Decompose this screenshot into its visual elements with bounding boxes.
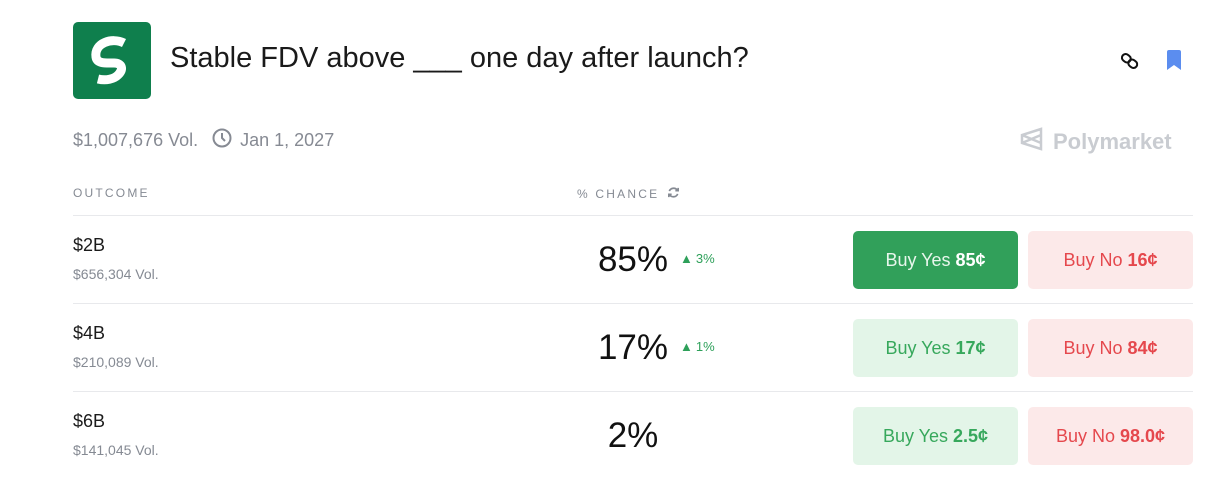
- total-volume: $1,007,676 Vol.: [73, 130, 199, 150]
- outcome-name: $2B: [73, 235, 106, 255]
- triangle-up-icon: ▲: [680, 339, 693, 354]
- polymarket-brand: Polymarket: [1019, 126, 1172, 158]
- bookmark-icon[interactable]: [1166, 50, 1182, 75]
- market-logo: [73, 22, 151, 99]
- outcome-volume: $656,304 Vol.: [73, 266, 159, 282]
- outcome-name: $6B: [73, 411, 106, 431]
- outcome-volume: $141,045 Vol.: [73, 442, 159, 458]
- divider: [73, 303, 1193, 304]
- outcome-volume: $210,089 Vol.: [73, 354, 159, 370]
- outcome-name: $4B: [73, 323, 106, 343]
- divider: [73, 215, 1193, 216]
- buy-yes-button[interactable]: Buy Yes 85¢: [853, 231, 1018, 289]
- table-row: $2B $656,304 Vol. 85% ▲ 3% Buy Yes 85¢ Buy…: [73, 215, 1193, 303]
- triangle-up-icon: ▲: [680, 251, 693, 266]
- buy-yes-button[interactable]: Buy Yes 2.5¢: [853, 407, 1018, 465]
- table-row: $6B $141,045 Vol. 2% Buy Yes 2.5¢ Buy No 9…: [73, 391, 1193, 479]
- divider: [73, 391, 1193, 392]
- buy-no-button[interactable]: Buy No 84¢: [1028, 319, 1193, 377]
- page-title: Stable FDV above ___ one day after launc…: [170, 42, 749, 74]
- buy-yes-button[interactable]: Buy Yes 17¢: [853, 319, 1018, 377]
- chance-change: ▲ 1%: [680, 339, 715, 354]
- clock-icon: [212, 128, 232, 153]
- end-date: Jan 1, 2027: [240, 130, 335, 150]
- buy-no-button[interactable]: Buy No 98.0¢: [1028, 407, 1193, 465]
- outcome-column-header: OUTCOME: [73, 186, 150, 200]
- table-row: $4B $210,089 Vol. 17% ▲ 1% Buy Yes 17¢ Buy…: [73, 303, 1193, 391]
- polymarket-logo-icon: [1019, 126, 1045, 158]
- buy-no-button[interactable]: Buy No 16¢: [1028, 231, 1193, 289]
- outcome-chance: 17%: [597, 328, 669, 367]
- outcome-chance: 85%: [597, 240, 669, 279]
- chance-change: ▲ 3%: [680, 251, 715, 266]
- outcome-chance: 2%: [607, 416, 659, 455]
- chance-column-header: % CHANCE: [577, 186, 680, 202]
- refresh-icon[interactable]: [667, 186, 680, 202]
- link-icon[interactable]: [1118, 50, 1142, 77]
- market-meta: $1,007,676 Vol. Jan 1, 2027: [73, 128, 334, 153]
